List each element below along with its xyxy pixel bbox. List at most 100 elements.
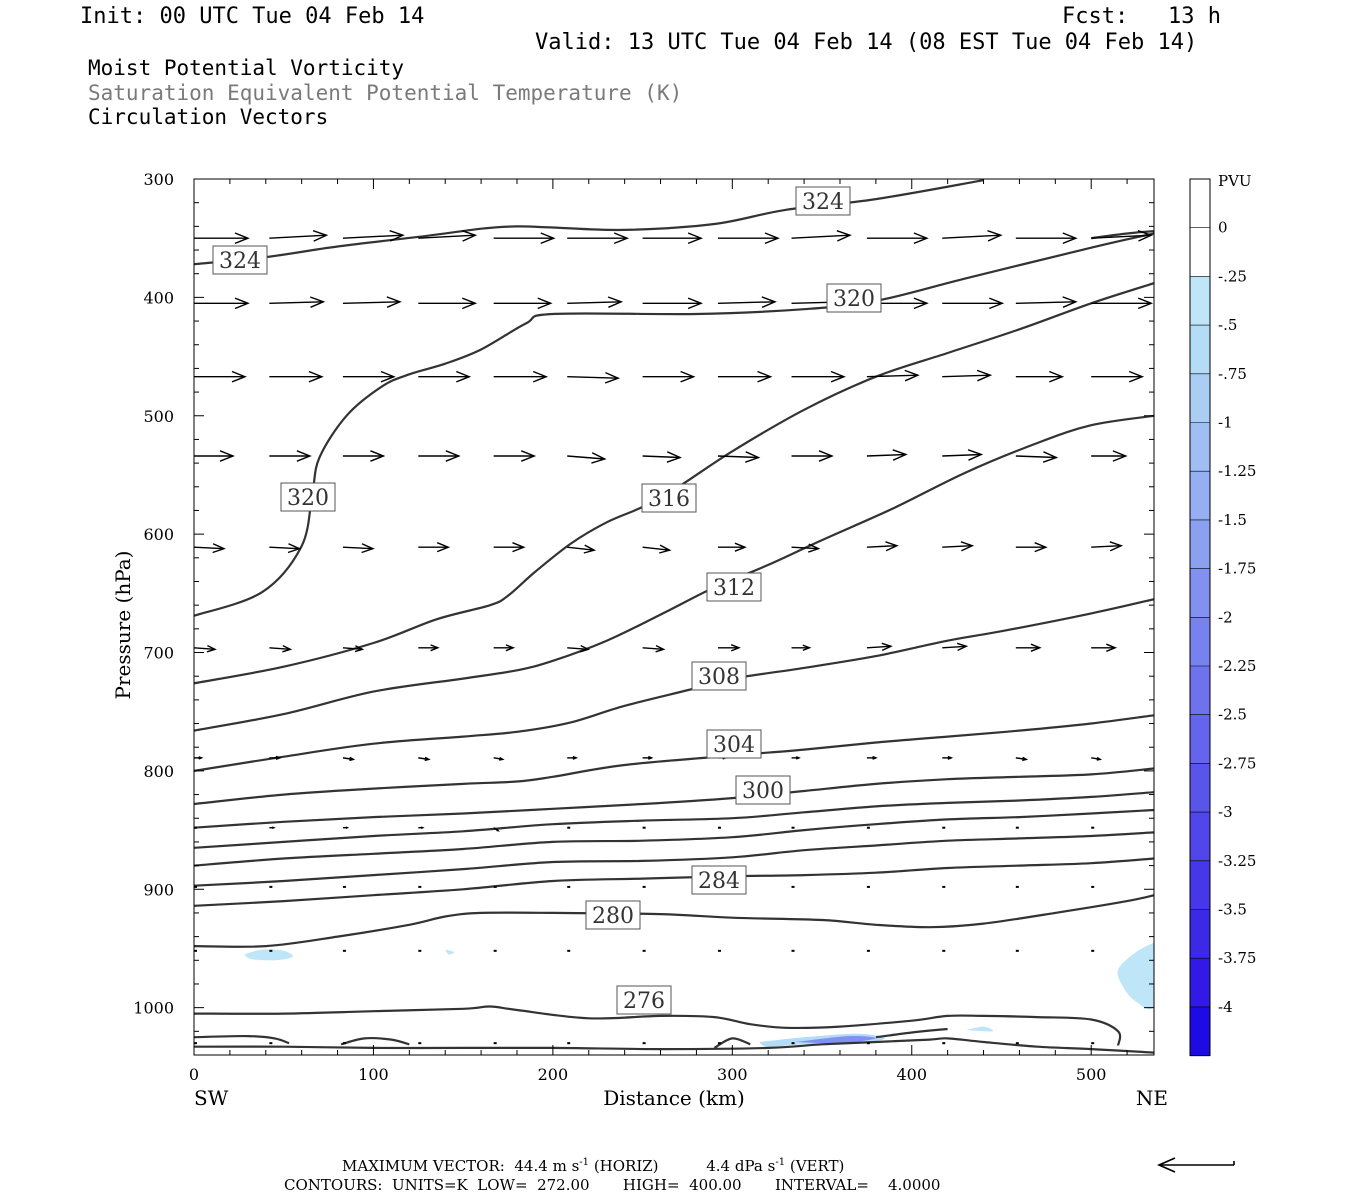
circulation-vector bbox=[342, 301, 400, 304]
colorbar-tick-label: -4 bbox=[1218, 998, 1233, 1016]
contour-label-box bbox=[585, 900, 641, 930]
circulation-vector-head bbox=[349, 756, 356, 762]
colorbar-tick-label: -1.75 bbox=[1218, 560, 1256, 578]
circulation-vector-head bbox=[904, 369, 920, 382]
circulation-vector-head bbox=[308, 370, 324, 383]
circulation-vector-head bbox=[345, 826, 350, 830]
circulation-vector-head bbox=[512, 542, 526, 553]
circulation-vector-head bbox=[370, 450, 386, 462]
colorbar-tick-label: -.5 bbox=[1218, 316, 1237, 334]
circulation-vector bbox=[194, 546, 225, 550]
circulation-vector bbox=[194, 647, 216, 650]
circulation-vector-head bbox=[1106, 643, 1118, 652]
circulation-vector bbox=[567, 455, 605, 460]
circulation-vector-head bbox=[1042, 451, 1059, 463]
pv-shading-layer bbox=[244, 942, 1154, 1047]
circulation-vector-head bbox=[881, 642, 893, 652]
circulation-vector bbox=[717, 301, 775, 304]
circulation-vector bbox=[567, 375, 619, 379]
circulation-vector-head bbox=[591, 452, 607, 464]
circulation-vector bbox=[567, 301, 622, 304]
theta-es-contour-line bbox=[340, 1037, 410, 1046]
circulation-vector-head bbox=[1137, 230, 1154, 242]
contour-label: 308 bbox=[698, 665, 740, 690]
circulation-vector bbox=[269, 301, 324, 304]
circulation-vector-head bbox=[1137, 297, 1154, 310]
circulation-vector bbox=[642, 455, 681, 459]
x-tick-label: 300 bbox=[717, 1065, 748, 1084]
y-tick-label: 600 bbox=[143, 525, 174, 544]
circulation-vector-head bbox=[424, 756, 431, 762]
contour-label-box bbox=[616, 985, 672, 1015]
circulation-vector-head bbox=[1096, 756, 1103, 761]
circulation-vector-head bbox=[234, 297, 250, 310]
x-tick-label: 200 bbox=[538, 1065, 569, 1084]
circulation-vector-head bbox=[505, 644, 516, 652]
circulation-vector bbox=[269, 234, 327, 239]
circulation-vector-head bbox=[613, 232, 630, 245]
circulation-vector-head bbox=[234, 232, 250, 245]
circulation-vector bbox=[942, 234, 1001, 239]
circulation-vector bbox=[866, 453, 906, 457]
circulation-vector-head bbox=[989, 297, 1005, 310]
circulation-vector-head bbox=[496, 828, 500, 832]
colorbar-swatch bbox=[1190, 1006, 1210, 1057]
circulation-vector-head bbox=[389, 230, 405, 242]
reference-vector bbox=[1157, 1157, 1235, 1173]
theta-es-contour-line bbox=[194, 179, 984, 266]
x-left-end-label: SW bbox=[194, 1086, 229, 1110]
colorbar-swatch bbox=[1190, 422, 1210, 472]
colorbar-tick-label: -1.25 bbox=[1218, 462, 1256, 480]
plot-frame bbox=[193, 178, 1155, 1056]
circulation-vector bbox=[342, 546, 373, 550]
y-axis-title: Pressure (hPa) bbox=[111, 551, 135, 700]
circulation-vector-head bbox=[913, 232, 929, 245]
circulation-vector-head bbox=[1128, 370, 1145, 383]
circulation-vector-head bbox=[730, 644, 741, 652]
theta-es-contours bbox=[194, 179, 1154, 1054]
title-mpv: Moist Potential Vorticity bbox=[88, 56, 405, 80]
circulation-vector bbox=[269, 647, 291, 650]
circulation-vector-head bbox=[436, 542, 451, 553]
circulation-vector-head bbox=[271, 826, 276, 830]
circulation-vector-head bbox=[885, 541, 899, 552]
circulation-vector-head bbox=[680, 370, 696, 383]
colorbar-tick-label: -3.5 bbox=[1218, 901, 1247, 919]
pv-negative-region bbox=[795, 1035, 877, 1044]
circulation-vector-head bbox=[380, 370, 396, 383]
circulation-vector-head bbox=[456, 370, 472, 383]
circulation-vector-head bbox=[572, 755, 579, 760]
circulation-vector-head bbox=[745, 451, 761, 463]
title-vectors: Circulation Vectors bbox=[88, 105, 329, 129]
forecast-hour: 13 h bbox=[1168, 4, 1221, 29]
colorbar-swatch bbox=[1190, 909, 1210, 959]
colorbar-swatch bbox=[1190, 714, 1210, 764]
circulation-vector-head bbox=[1062, 296, 1078, 308]
contour-label-box bbox=[691, 865, 747, 895]
circulation-vector-head bbox=[275, 755, 282, 761]
y-tick-label: 900 bbox=[143, 880, 174, 899]
contour-label: 312 bbox=[713, 576, 755, 601]
contour-label-box bbox=[735, 775, 791, 805]
pv-negative-region bbox=[445, 949, 455, 955]
circulation-vector-head bbox=[892, 449, 908, 461]
x-right-end-label: NE bbox=[1136, 1086, 1168, 1110]
colorbar-swatch bbox=[1190, 276, 1210, 326]
contour-label: 304 bbox=[713, 733, 755, 758]
circulation-vector-head bbox=[1109, 541, 1124, 552]
circulation-vector-head bbox=[666, 451, 682, 463]
circulation-vector-head bbox=[461, 230, 478, 242]
max-vector-note: MAXIMUM VECTOR: 44.4 m s-1 (HORIZ) 4.4 d… bbox=[342, 1157, 844, 1175]
circulation-vector-head bbox=[540, 232, 556, 245]
circulation-vector bbox=[866, 645, 891, 649]
circulation-vector-head bbox=[198, 756, 204, 760]
circulation-vector-head bbox=[309, 296, 326, 308]
circulation-vector-head bbox=[312, 230, 329, 242]
circulation-vector-head bbox=[212, 543, 226, 554]
max-vector-vert-value: 4.4 bbox=[706, 1157, 731, 1175]
circulation-vector-head bbox=[386, 296, 402, 308]
contour-label-box bbox=[691, 661, 747, 691]
x-axis-title: Distance (km) bbox=[603, 1086, 745, 1110]
circulation-vector-head bbox=[757, 370, 773, 383]
